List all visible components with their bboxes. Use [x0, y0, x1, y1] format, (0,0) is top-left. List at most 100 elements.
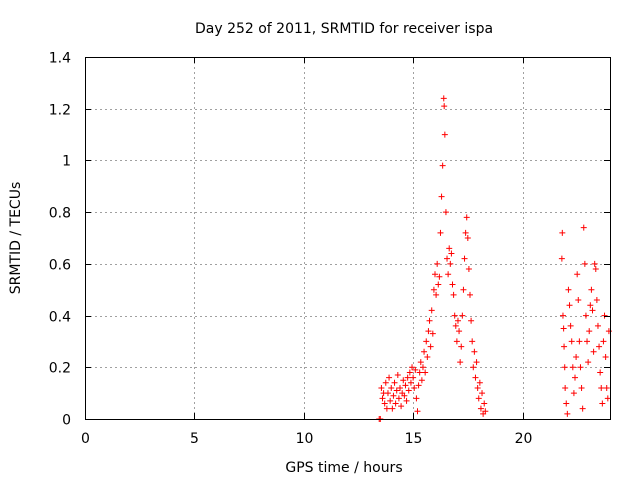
data-point [598, 384, 605, 391]
data-point [594, 322, 601, 329]
data-point [406, 369, 413, 376]
y-tick-label: 1.2 [49, 103, 71, 119]
data-point [601, 312, 608, 319]
data-point [597, 369, 604, 376]
data-point [381, 400, 388, 407]
data-point [425, 328, 432, 335]
data-point [604, 395, 611, 402]
data-point [452, 322, 459, 329]
data-point [457, 359, 464, 366]
data-point [584, 338, 591, 345]
data-point [586, 328, 593, 335]
data-point [449, 281, 456, 288]
data-point [476, 379, 483, 386]
data-point [441, 103, 448, 110]
data-point [404, 374, 411, 381]
data-point [446, 245, 453, 252]
data-point [570, 390, 577, 397]
data-point [567, 322, 574, 329]
data-point [593, 297, 600, 304]
data-point [559, 229, 566, 236]
data-point [426, 317, 433, 324]
data-point [573, 353, 580, 360]
data-point [472, 374, 479, 381]
data-point [395, 395, 402, 402]
data-point [409, 364, 416, 371]
data-point [587, 302, 594, 309]
data-point [456, 328, 463, 335]
data-point [450, 291, 457, 298]
data-point [469, 338, 476, 345]
data-point [564, 410, 571, 417]
data-point [412, 366, 419, 373]
data-point [579, 405, 586, 412]
data-point [387, 397, 394, 404]
data-point [413, 395, 420, 402]
data-point [405, 387, 412, 394]
data-point [451, 312, 458, 319]
data-point [462, 229, 469, 236]
data-point [403, 397, 410, 404]
data-point [465, 266, 472, 273]
chart-title: Day 252 of 2011, SRMTID for receiver isp… [195, 21, 493, 37]
data-point [401, 392, 408, 399]
data-point [581, 260, 588, 267]
data-point [411, 384, 418, 391]
data-point [578, 384, 585, 391]
data-point [561, 364, 568, 371]
data-point [421, 348, 428, 355]
data-point [454, 317, 461, 324]
data-point [422, 369, 429, 376]
y-tick-label: 0 [62, 413, 71, 429]
data-point [591, 260, 598, 267]
data-point [474, 384, 481, 391]
data-point [400, 377, 407, 384]
data-point [390, 392, 397, 399]
data-point [461, 255, 468, 262]
data-point [575, 297, 582, 304]
data-point [436, 273, 443, 280]
data-point [473, 359, 480, 366]
data-point [432, 271, 438, 278]
data-point [585, 359, 592, 366]
points-layer [376, 95, 612, 422]
data-point [479, 390, 486, 397]
data-point [589, 307, 596, 314]
data-point [388, 384, 395, 391]
data-point [576, 338, 583, 345]
data-point [442, 209, 449, 216]
data-point [394, 372, 401, 379]
data-point [379, 395, 386, 402]
data-point [444, 255, 451, 262]
data-point [424, 353, 431, 360]
data-point [481, 400, 488, 407]
data-point [599, 400, 606, 407]
data-point [588, 286, 595, 293]
data-point [389, 405, 396, 412]
y-tick-label: 0.4 [49, 310, 71, 326]
y-tick-label: 0.8 [49, 206, 71, 222]
data-point [562, 384, 569, 391]
data-point [386, 374, 393, 381]
data-point [433, 291, 440, 298]
data-point [565, 286, 572, 293]
data-point [561, 343, 568, 350]
data-point [471, 348, 478, 355]
x-tick-label: 0 [81, 431, 90, 447]
data-point [428, 307, 435, 314]
data-point [602, 353, 609, 360]
data-point [458, 343, 465, 350]
y-axis-label: SRMTID / TECUs [8, 182, 24, 295]
data-point [563, 400, 570, 407]
data-point [460, 286, 467, 293]
data-point [437, 229, 444, 236]
x-axis-label: GPS time / hours [285, 460, 402, 476]
data-point [596, 343, 603, 350]
data-point [574, 271, 581, 278]
y-tick-label: 1.4 [49, 51, 71, 67]
data-point [467, 291, 473, 298]
data-point [560, 325, 567, 332]
data-point [470, 364, 477, 371]
